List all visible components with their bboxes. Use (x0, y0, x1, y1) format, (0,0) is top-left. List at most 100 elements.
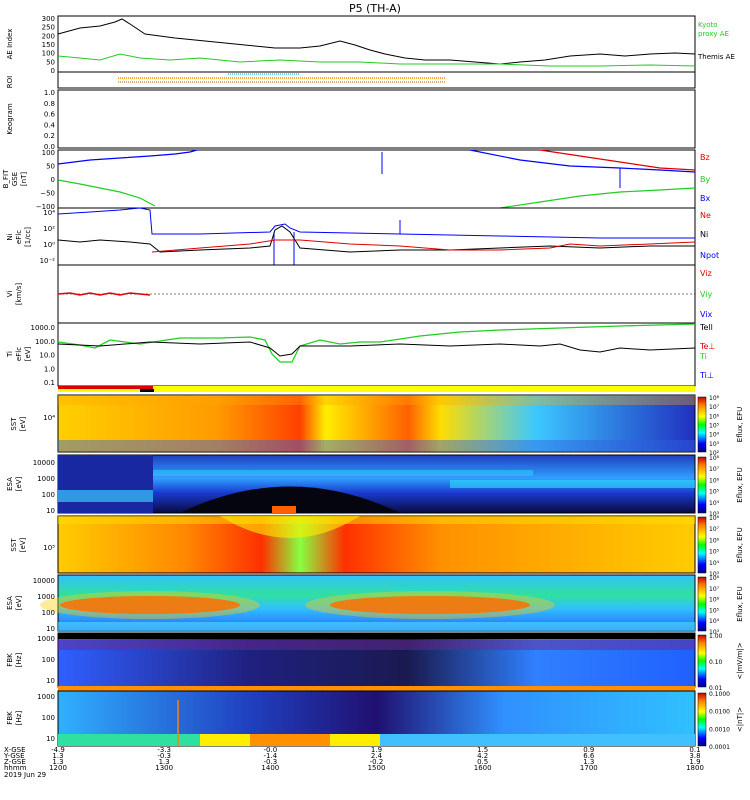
npot-legend: Npot (700, 251, 719, 260)
ti-panel: 1000.0100.010.01.00.1 Ti eFlc [eV] Tell … (6, 322, 715, 387)
ae-tick-label: 0 (51, 67, 55, 75)
sst-ion-panel: SST [eV] 10⁵ (10, 515, 696, 574)
footer-ygse: -0.3 (157, 752, 171, 760)
teperp-legend: Te⊥ (699, 342, 715, 351)
ae-legend-proxy: proxy AE (698, 30, 729, 38)
bfit-ylabel-1: B_FIT (2, 169, 10, 188)
fbk2-tick-label: 10 (46, 735, 55, 743)
ni-ylabel-1: Ni (6, 233, 14, 240)
colorbar-tick-label: 10⁷ (709, 466, 720, 473)
colorbar-label: Eflux, EFU (736, 407, 744, 442)
tell-legend: Tell (699, 323, 713, 332)
footer-xgse: 1.9 (371, 746, 382, 754)
by-legend: By (700, 175, 710, 184)
keogram-tick-label: 0.6 (44, 111, 56, 119)
colorbar-tick-label: 10² (709, 450, 720, 457)
ti-line (57, 323, 696, 363)
colorbar-tick-label: 10⁵ (709, 549, 720, 556)
footer-time: 1800 (686, 764, 704, 772)
ti-tick-label: 1000.0 (31, 324, 56, 332)
footer-time: 1600 (474, 764, 492, 772)
keogram-tick-label: 0.8 (44, 100, 55, 108)
ne-line (151, 239, 696, 253)
ti-ylabel-3: [eV] (24, 346, 32, 361)
esa-e-tick-label: 100 (42, 491, 55, 499)
colorbar-tick-label: 10⁷ (709, 526, 720, 533)
colorbar-tick-label: 10⁶ (709, 477, 720, 484)
fbk-divider-bar (58, 686, 695, 691)
colorbar-tick-label: 10⁷ (709, 586, 720, 593)
colorbar-tick-label: 10³ (709, 511, 720, 518)
colorbar-tick-label: 0.0001 (709, 744, 730, 751)
colorbar-label: <|mV/m|> (736, 642, 744, 679)
viz-legend: Viz (700, 269, 712, 278)
footer-time: 1400 (261, 764, 279, 772)
fbk2-ylabel-1: FBK (6, 711, 14, 725)
ti-ylabel-1: Ti (6, 351, 14, 358)
ae-tick-label: 50 (46, 58, 55, 66)
bfit-ylabel-2: GSE (11, 172, 19, 186)
colorbars: 10⁸ 10⁷ 10⁶ 10⁵ 10⁴ 10³ 10² Eflux, EFU 10⁸ 10⁷ 10⁶… (697, 395, 744, 751)
ni-legend: Ni (700, 230, 708, 239)
sst-i-ylabel-2: [eV] (19, 537, 27, 552)
footer-zgse: 0.5 (477, 758, 488, 766)
colorbar-tick-label: 10⁴ (709, 500, 720, 507)
ae-legend-themis: Themis AE (697, 53, 735, 61)
colorbar-tick-label: 0.0010 (709, 726, 730, 733)
colorbar-tick-label: 10⁴ (709, 432, 720, 439)
ni-tick-label: 10⁻² (40, 257, 56, 265)
esa-i-tick-label: 1000 (37, 593, 55, 601)
colorbar-tick-label: 0.10 (709, 659, 723, 666)
colorbar-tick-label: 10³ (709, 571, 720, 578)
tepar-line (57, 341, 696, 357)
fbk1-ylabel-1: FBK (6, 653, 14, 667)
keogram-panel: 1.0 0.8 0.6 0.4 0.2 0.0 Keogram (6, 89, 696, 151)
bx-legend: Bx (700, 194, 710, 203)
ae-tick-label: 250 (42, 24, 55, 32)
esa-e-ylabel-2: [eV] (15, 476, 23, 491)
ni-line (57, 207, 695, 239)
colorbar-label: Eflux, EFU (736, 586, 744, 621)
footer-ygse: 1.3 (52, 752, 63, 760)
footer-row-label: hhmm (4, 764, 27, 772)
ae-legend-kyoto: Kyoto (698, 21, 718, 29)
colorbar-tick-label: 10³ (709, 441, 720, 448)
footer-zgse: 1.9 (689, 758, 700, 766)
colorbar-tick-label: 10⁸ (709, 575, 720, 582)
footer-xgse: -3.3 (157, 746, 171, 754)
colorbar-tick-label: 10⁴ (709, 618, 720, 625)
bfit-ylabel-3: [nT] (20, 172, 28, 186)
ae-tick-label: 150 (42, 41, 55, 49)
vi-panel: Vi [km/s] Viz Viy Vix (6, 264, 713, 324)
footer-time: 1700 (580, 764, 598, 772)
esa-e-tick-label: 10 (46, 507, 55, 515)
ne-legend: Ne (700, 211, 711, 220)
ni-tick-label: 10² (43, 225, 55, 233)
colorbar-tick-label: 10⁵ (709, 607, 720, 614)
footer-row-label: Z-GSE (4, 758, 26, 766)
colorbar-tick-label: 10⁶ (709, 537, 720, 544)
colorbar-tick-label: 0.1000 (709, 691, 730, 698)
footer-time: 1200 (49, 764, 67, 772)
colorbar-tick-label: 10³ (709, 629, 720, 636)
esa-electron-panel: ESA [eV] 10000 1000 100 10 (6, 454, 696, 515)
ae-tick-label: 200 (42, 32, 55, 40)
fbk1-ylabel-2: [Hz] (15, 653, 23, 668)
esa-i-tick-label: 10000 (33, 577, 55, 585)
footer-zgse: 1.3 (583, 758, 594, 766)
colorbar-tick-label: 10⁸ (709, 395, 720, 402)
bfit-tick-label: 100 (42, 149, 55, 157)
fbk2-tick-label: 100 (42, 714, 55, 722)
esa-i-tick-label: 100 (42, 609, 55, 617)
ti-tick-label: 1.0 (44, 365, 55, 373)
npot-line (57, 225, 695, 253)
keogram-ylabel: Keogram (6, 103, 14, 134)
viy-legend: Viy (700, 290, 713, 299)
esa-e-tick-label: 1000 (37, 475, 55, 483)
fbk1-tick-label: 100 (42, 656, 55, 664)
ni-tick-label: 10⁴ (43, 209, 55, 217)
colorbar-tick-label: 10⁷ (709, 404, 720, 411)
